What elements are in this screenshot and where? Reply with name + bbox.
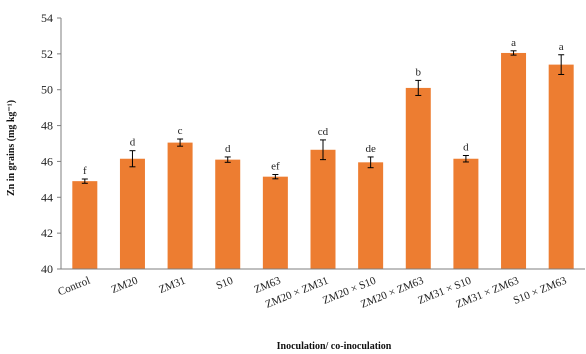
x-tick-label: Control xyxy=(56,275,92,299)
significance-letter: a xyxy=(559,41,564,53)
significance-letter: ef xyxy=(271,161,280,173)
bar xyxy=(405,87,431,270)
significance-letter: c xyxy=(178,125,183,137)
significance-letter: d xyxy=(225,143,231,155)
y-tick-label: 44 xyxy=(41,190,53,204)
y-tick-label: 46 xyxy=(41,154,53,168)
bar xyxy=(310,149,336,269)
bar xyxy=(167,142,193,269)
y-tick-label: 40 xyxy=(41,262,53,276)
significance-letter: de xyxy=(365,143,376,155)
significance-letter: cd xyxy=(318,126,329,138)
bar xyxy=(215,159,241,269)
significance-letter: b xyxy=(416,66,422,78)
significance-letter: a xyxy=(511,37,516,49)
bar xyxy=(501,52,527,270)
x-tick-label: S10 xyxy=(214,274,235,292)
bar xyxy=(72,181,98,269)
bar xyxy=(453,158,479,269)
significance-letter: f xyxy=(83,165,87,177)
x-axis-title: Inoculation/ co-inoculation xyxy=(277,341,392,352)
y-axis-title: Zn in grains (mg kg⁻¹) xyxy=(6,100,17,196)
y-tick-label: 50 xyxy=(41,83,53,97)
y-axis: 40 42 44 46 48 50 52 54 xyxy=(41,11,62,276)
y-tick-label: 42 xyxy=(41,226,53,240)
y-tick-label: 54 xyxy=(41,11,53,25)
bar xyxy=(119,158,145,269)
significance-letter: d xyxy=(130,137,136,149)
y-tick-label: 48 xyxy=(41,119,53,133)
bar xyxy=(358,162,384,269)
x-tick-label: ZM31 xyxy=(157,275,187,296)
significance-letter: d xyxy=(463,142,469,154)
x-tick-label: S10 × ZM63 xyxy=(512,274,569,306)
y-tick-label: 52 xyxy=(41,47,53,61)
x-tick-label: ZM20 xyxy=(110,274,140,296)
bar xyxy=(548,64,574,269)
bar xyxy=(262,176,288,269)
